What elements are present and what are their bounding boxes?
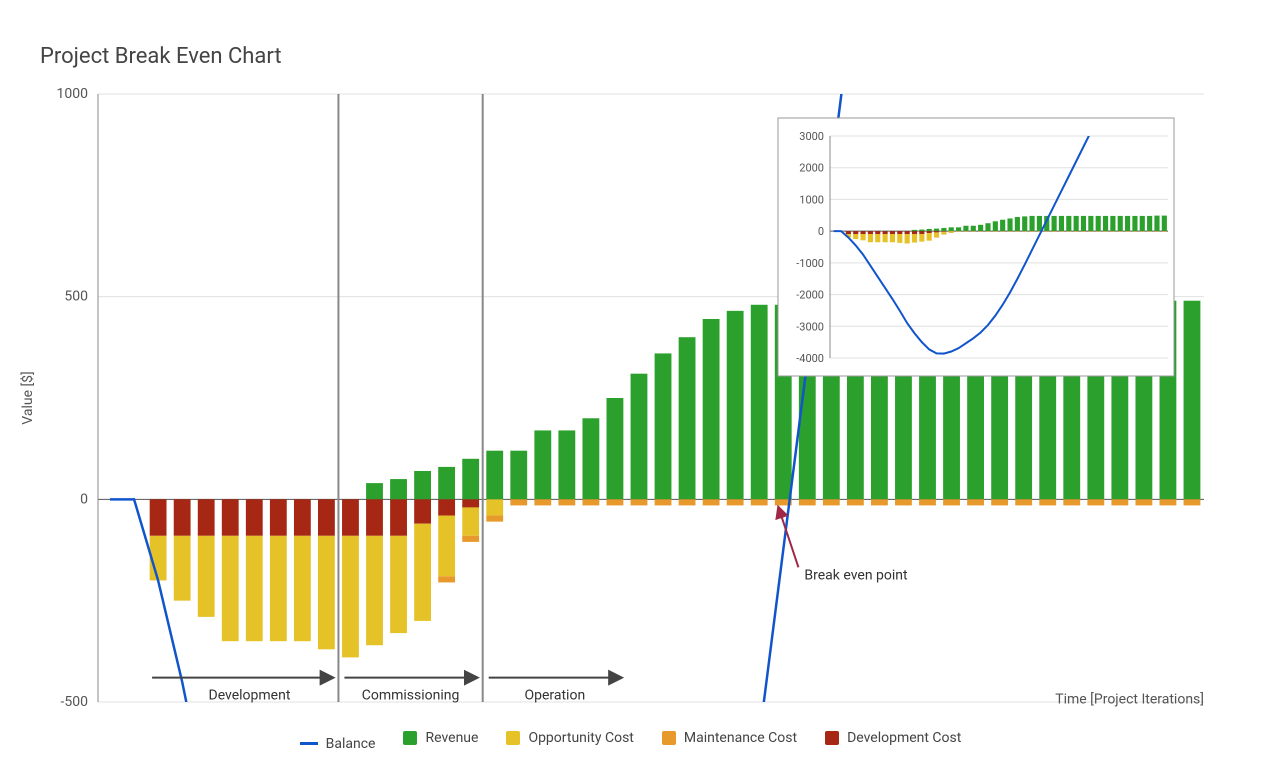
svg-text:-500: -500: [61, 694, 89, 710]
svg-text:1000: 1000: [57, 86, 89, 102]
svg-text:-2000: -2000: [796, 289, 824, 302]
svg-text:0: 0: [80, 491, 88, 507]
svg-text:Break even point: Break even point: [804, 567, 908, 583]
svg-text:Value [$]: Value [$]: [19, 371, 36, 425]
legend-item-development: Development Cost: [825, 730, 961, 746]
legend-swatch: [403, 731, 417, 745]
svg-text:Commissioning: Commissioning: [362, 688, 460, 704]
svg-text:3000: 3000: [799, 130, 824, 143]
legend-swatch: [662, 731, 676, 745]
svg-text:0: 0: [818, 225, 824, 238]
svg-text:Operation: Operation: [524, 688, 585, 704]
legend-label: Revenue: [425, 730, 478, 746]
svg-text:-1000: -1000: [796, 257, 824, 270]
legend-label: Maintenance Cost: [684, 730, 797, 746]
legend-item-maintenance: Maintenance Cost: [662, 730, 797, 746]
legend-swatch: [825, 731, 839, 745]
legend-item-opportunity: Opportunity Cost: [506, 730, 633, 746]
inset-chart: -4000 -3000 -2000 -1000 0 1000 2000 3000: [778, 118, 1174, 376]
svg-text:2000: 2000: [799, 162, 824, 175]
svg-text:500: 500: [64, 289, 88, 305]
svg-text:Development: Development: [209, 688, 291, 704]
svg-text:1000: 1000: [799, 193, 824, 206]
legend-item-revenue: Revenue: [403, 730, 478, 746]
chart-title: Project Break Even Chart: [40, 44, 282, 69]
svg-text:-3000: -3000: [796, 320, 824, 333]
legend-item-balance: Balance: [300, 736, 376, 752]
svg-text:Time [Project Iterations]: Time [Project Iterations]: [1055, 692, 1204, 708]
legend-swatch: [300, 742, 318, 745]
legend-label: Development Cost: [847, 730, 961, 746]
svg-text:-4000: -4000: [796, 352, 824, 365]
legend: Balance Revenue Opportunity Cost Maintenanc…: [0, 730, 1261, 752]
legend-swatch: [506, 731, 520, 745]
legend-label: Opportunity Cost: [528, 730, 633, 746]
legend-label: Balance: [326, 736, 376, 752]
